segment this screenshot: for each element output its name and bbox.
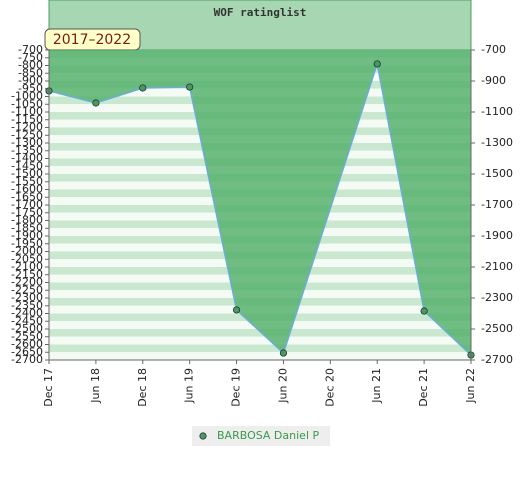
y-tick-label: -2450 <box>11 314 43 327</box>
point <box>420 307 428 315</box>
chart-title: WOF ratinglist <box>214 6 307 19</box>
y-tick-label: -2300 <box>11 291 43 304</box>
y-tick-label: -2400 <box>11 307 43 320</box>
y2-tick-label: -1900 <box>481 229 513 242</box>
y-tick-label: -1450 <box>11 159 43 172</box>
y-tick-label: -1250 <box>11 128 43 141</box>
y-tick-label: -2650 <box>11 345 43 358</box>
y-tick-label: -1600 <box>11 183 43 196</box>
y2-tick-label: -2100 <box>481 260 513 273</box>
y-tick-label: -1100 <box>11 105 43 118</box>
y2-tick-label: -1700 <box>481 198 513 211</box>
y-tick-label: -800 <box>18 59 43 72</box>
y-tick-label: -1700 <box>11 198 43 211</box>
y-tick-label: -1650 <box>11 190 43 203</box>
y-tick-label: -2350 <box>11 299 43 312</box>
y-tick-label: -2150 <box>11 268 43 281</box>
point <box>92 99 100 107</box>
x-tick-label: Dec 17 <box>42 368 55 407</box>
y2-tick-label: -1100 <box>481 105 513 118</box>
point <box>373 60 381 68</box>
y-tick-label: -2050 <box>11 252 43 265</box>
area-fill <box>49 50 471 356</box>
point <box>279 349 288 357</box>
x-tick-label: Jun 20 <box>276 368 289 404</box>
x-tick-label: Jun 21 <box>370 368 383 404</box>
x-tick-label: Dec 21 <box>417 368 430 407</box>
y2-tick-label: -1500 <box>481 167 513 180</box>
x-tick-label: Jun 19 <box>183 368 196 404</box>
y2-tick-label: -2300 <box>481 291 513 304</box>
y-tick-label: -2250 <box>11 283 43 296</box>
y-tick-label: -1900 <box>11 229 43 242</box>
y2-tick-label: -1300 <box>481 136 513 149</box>
legend-box <box>192 426 330 446</box>
y-tick-label: -900 <box>18 74 43 87</box>
y-tick-label: -1800 <box>11 214 43 227</box>
x-tick-label: Dec 18 <box>136 368 149 407</box>
y-tick-label: -1550 <box>11 175 43 188</box>
y-tick-label: -1350 <box>11 144 43 157</box>
point <box>232 306 241 314</box>
y-tick-label: -1150 <box>11 113 43 126</box>
y-tick-label: -1050 <box>11 97 43 110</box>
y-tick-label: -2550 <box>11 330 43 343</box>
y-tick-label: -1750 <box>11 206 43 219</box>
y-tick-label: -2700 <box>11 353 43 366</box>
y-tick-label: -700 <box>18 43 43 56</box>
y-tick-label: -1000 <box>11 90 43 103</box>
y-tick-label: -1300 <box>11 136 43 149</box>
y-tick-label: -2200 <box>11 276 43 289</box>
y-tick-label: -1400 <box>11 152 43 165</box>
y-tick-label: -750 <box>18 51 43 64</box>
y-tick-label: -2100 <box>11 260 43 273</box>
y2-tick-label: -2500 <box>481 322 513 335</box>
y-tick-label: -2000 <box>11 245 43 258</box>
x-tick-label: Dec 19 <box>230 368 243 407</box>
y2-tick-label: -900 <box>481 74 506 87</box>
x-tick-label: Jun 22 <box>464 368 477 404</box>
y-tick-label: -850 <box>18 66 43 79</box>
x-tick-label: Jun 18 <box>89 368 102 404</box>
y-tick-label: -2600 <box>11 338 43 351</box>
y2-tick-label: -700 <box>481 43 506 56</box>
legend-label: BARBOSA Daniel P <box>217 429 319 442</box>
x-tick-label: Dec 20 <box>323 368 336 407</box>
badge: 2017–2022 <box>53 32 131 48</box>
y-tick-label: -1850 <box>11 221 43 234</box>
legend-marker <box>199 432 207 440</box>
y-tick-label: -1200 <box>11 121 43 134</box>
point <box>186 83 194 91</box>
y-tick-label: -1950 <box>11 237 43 250</box>
y-tick-label: -950 <box>18 82 43 95</box>
point <box>139 84 147 92</box>
y2-tick-label: -2700 <box>481 353 513 366</box>
y-tick-label: -1500 <box>11 167 43 180</box>
y-tick-label: -2500 <box>11 322 43 335</box>
